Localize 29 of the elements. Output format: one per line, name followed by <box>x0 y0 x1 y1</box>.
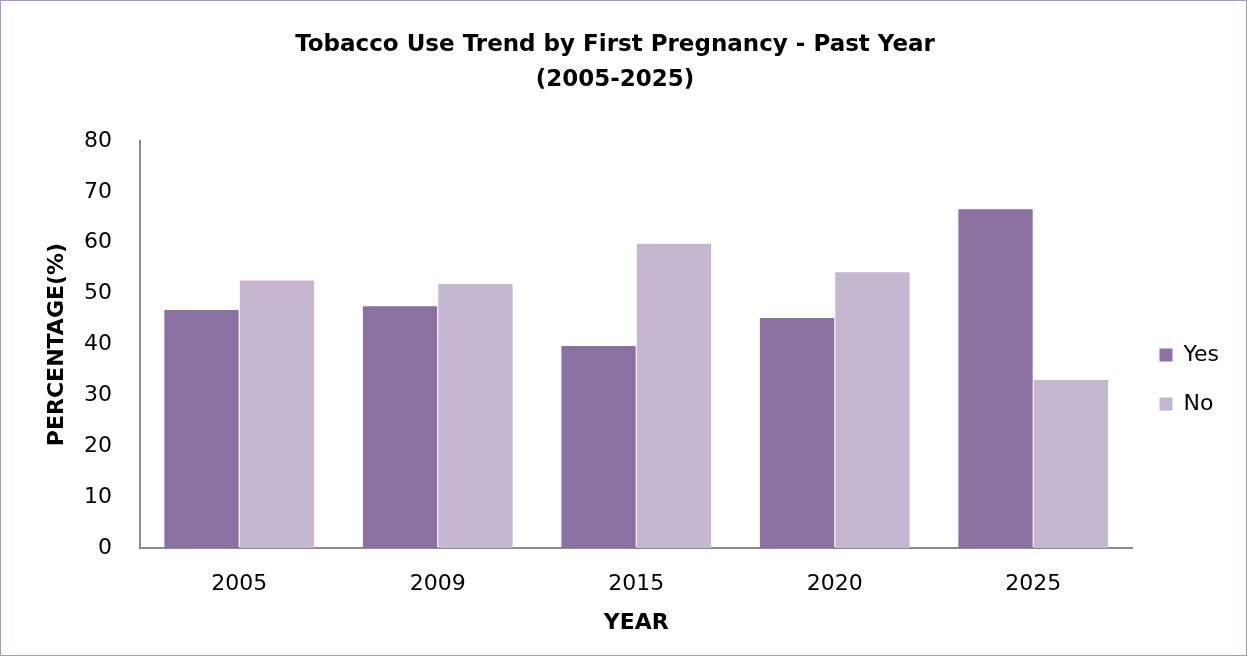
y-tick-label: 70 <box>84 177 112 203</box>
chart-title: Tobacco Use Trend by First Pregnancy - Past Year (2005-2025) <box>295 30 936 91</box>
y-tick-label: 80 <box>84 126 112 152</box>
x-tick-label: 2025 <box>1005 569 1062 595</box>
bar <box>239 280 315 548</box>
bar <box>958 209 1033 548</box>
y-tick-label: 30 <box>84 381 112 407</box>
y-tick-label: 10 <box>84 482 112 508</box>
bar <box>835 272 910 548</box>
bar <box>759 318 835 548</box>
y-axis-title: PERCENTAGE(%) <box>42 242 68 447</box>
bar <box>561 346 636 548</box>
x-tick-label: 2015 <box>608 569 665 595</box>
y-tick-label: 0 <box>98 533 112 559</box>
x-axis-title: YEAR <box>602 608 669 634</box>
bar <box>362 306 438 548</box>
legend-label: No <box>1183 389 1214 415</box>
x-tick-label: 2020 <box>806 569 863 595</box>
x-tick-label: 2005 <box>211 569 268 595</box>
y-tick-label: 50 <box>84 279 112 305</box>
y-tick-label: 60 <box>84 228 112 254</box>
y-tick-label: 40 <box>84 330 112 356</box>
legend-label: Yes <box>1182 340 1219 366</box>
y-tick-label: 20 <box>84 431 112 457</box>
bar <box>164 309 239 548</box>
bar <box>636 243 712 548</box>
x-tick-label: 2009 <box>409 569 466 595</box>
bar <box>1033 380 1109 548</box>
bar <box>438 283 513 548</box>
